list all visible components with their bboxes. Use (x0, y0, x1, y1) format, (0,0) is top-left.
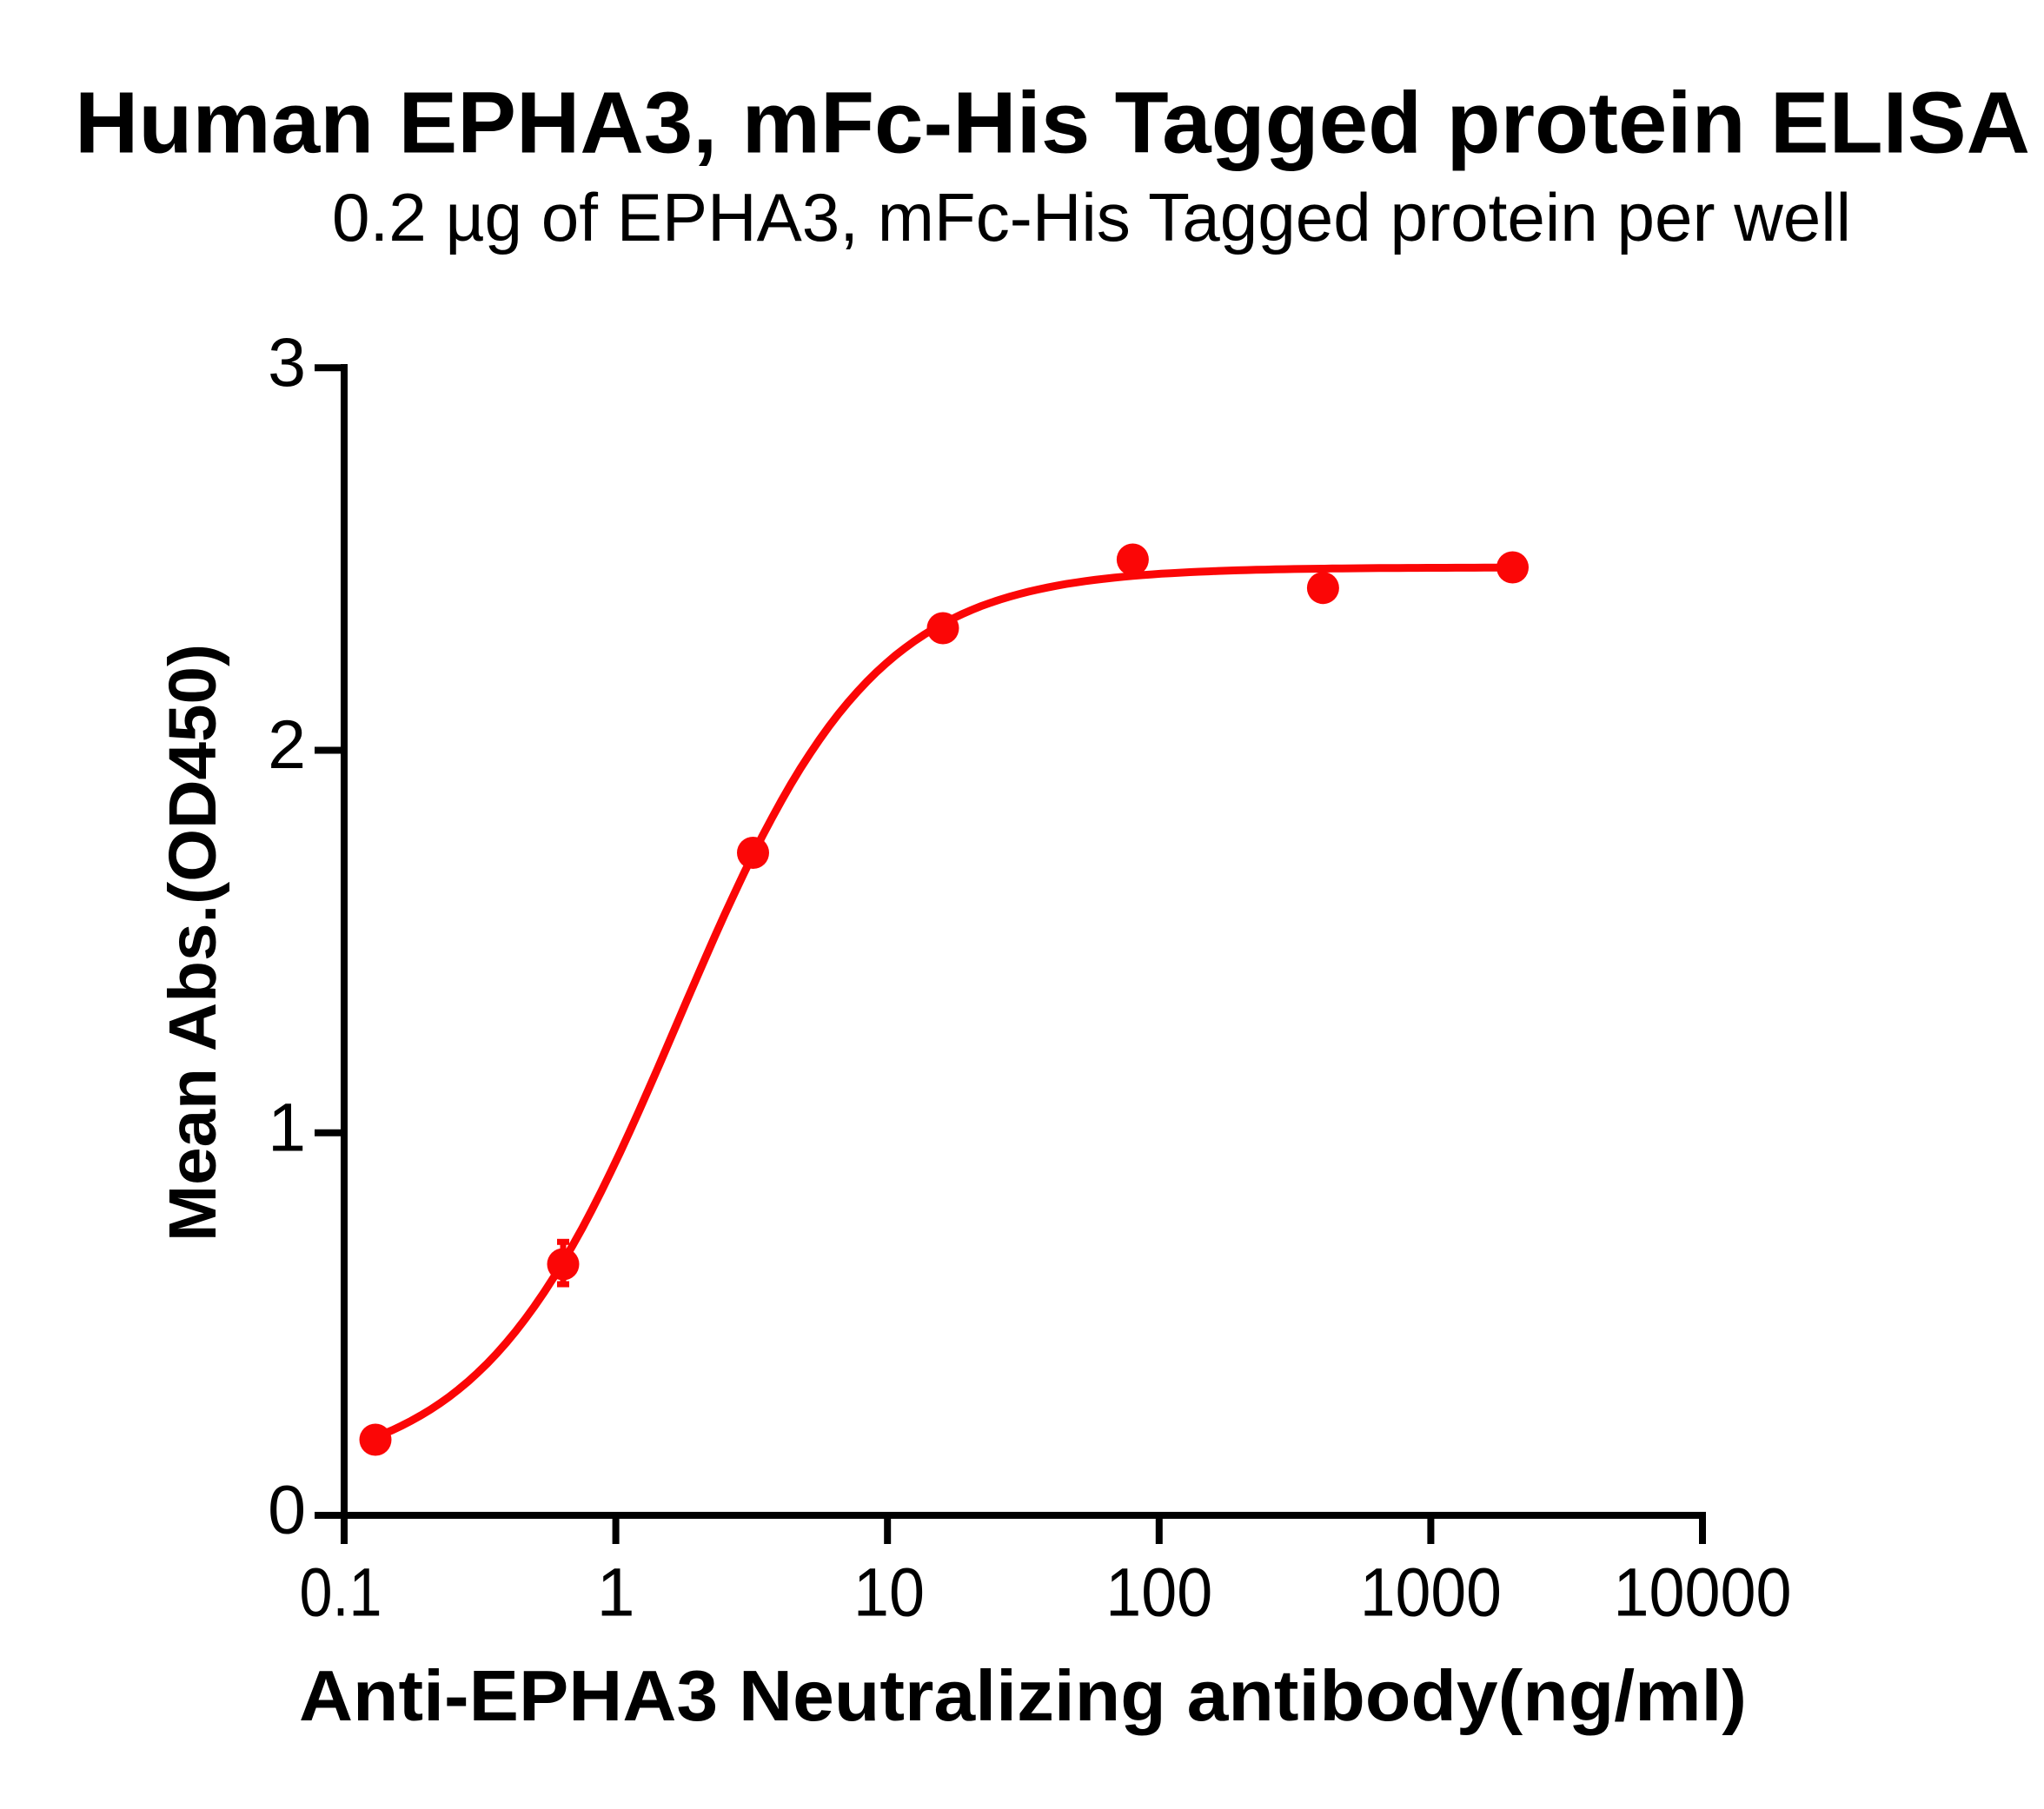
svg-text:Human EPHA3, mFc-His Tagged pr: Human EPHA3, mFc-His Tagged protein ELIS… (75, 75, 2030, 172)
svg-text:1: 1 (268, 1088, 306, 1165)
svg-text:0.1: 0.1 (300, 1554, 382, 1631)
svg-text:0.2 µg of EPHA3, mFc-His Tagge: 0.2 µg of EPHA3, mFc-His Tagged protein … (332, 179, 1851, 255)
svg-text:Mean Abs.(OD450): Mean Abs.(OD450) (156, 644, 230, 1242)
svg-text:1: 1 (597, 1554, 635, 1631)
svg-text:2: 2 (268, 706, 306, 783)
svg-text:1000: 1000 (1360, 1554, 1502, 1631)
svg-text:0: 0 (268, 1471, 306, 1548)
svg-text:10000: 10000 (1614, 1554, 1792, 1631)
svg-text:3: 3 (268, 323, 306, 401)
svg-text:Anti-EPHA3 Neutralizing antibo: Anti-EPHA3 Neutralizing antibody(ng/ml) (299, 1655, 1747, 1736)
svg-text:10: 10 (853, 1554, 925, 1631)
svg-text:100: 100 (1105, 1554, 1212, 1631)
